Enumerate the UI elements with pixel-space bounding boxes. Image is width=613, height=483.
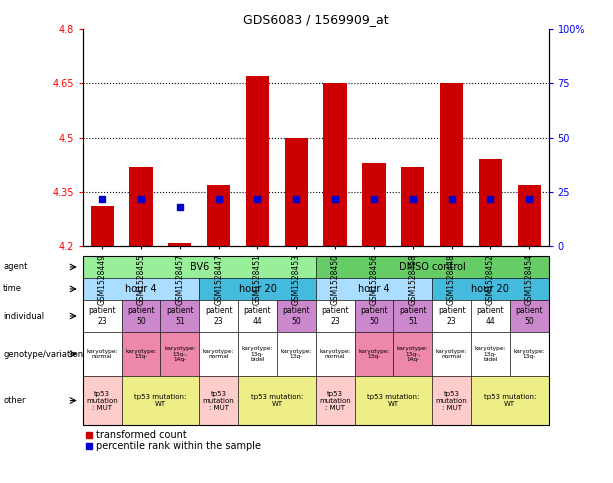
Bar	[161, 332, 199, 376]
Bar	[121, 376, 199, 425]
Text: time: time	[3, 284, 22, 294]
Bar	[207, 185, 230, 246]
Bar	[432, 332, 471, 376]
Text: tp53
mutation
: MUT: tp53 mutation : MUT	[319, 391, 351, 411]
Text: tp53 mutation:
WT: tp53 mutation: WT	[367, 394, 419, 407]
Bar	[83, 332, 121, 376]
Text: karyotype:
13q-: karyotype: 13q-	[358, 349, 390, 359]
Text: tp53
mutation
: MUT: tp53 mutation : MUT	[203, 391, 235, 411]
Text: karyotype:
13q-: karyotype: 13q-	[514, 349, 545, 359]
Bar	[316, 256, 549, 278]
Bar	[324, 83, 347, 246]
Bar	[471, 376, 549, 425]
Text: DMSO control: DMSO control	[399, 262, 465, 272]
Bar	[401, 167, 424, 246]
Text: transformed count: transformed count	[96, 430, 187, 440]
Text: patient
51: patient 51	[399, 306, 427, 326]
Text: tp53
mutation
: MUT: tp53 mutation : MUT	[86, 391, 118, 411]
Bar	[362, 163, 386, 246]
Bar	[354, 300, 394, 332]
Text: hour 20: hour 20	[238, 284, 276, 294]
Bar	[510, 332, 549, 376]
Text: karyotype:
13q-: karyotype: 13q-	[125, 349, 157, 359]
Text: patient
23: patient 23	[205, 306, 232, 326]
Text: patient
50: patient 50	[360, 306, 388, 326]
Bar	[432, 376, 471, 425]
Text: individual: individual	[3, 312, 44, 321]
Title: GDS6083 / 1569909_at: GDS6083 / 1569909_at	[243, 14, 389, 27]
Bar	[161, 300, 199, 332]
Text: tp53
mutation
: MUT: tp53 mutation : MUT	[436, 391, 468, 411]
Bar	[277, 300, 316, 332]
Text: karyotype:
normal: karyotype: normal	[86, 349, 118, 359]
Text: patient
23: patient 23	[321, 306, 349, 326]
Bar	[121, 300, 161, 332]
Bar	[316, 376, 354, 425]
Text: tp53 mutation:
WT: tp53 mutation: WT	[251, 394, 303, 407]
Text: karyotype:
normal: karyotype: normal	[319, 349, 351, 359]
Bar	[121, 332, 161, 376]
Bar	[168, 242, 191, 246]
Text: karyotype:
13q-
bidel: karyotype: 13q- bidel	[242, 346, 273, 362]
Text: patient
23: patient 23	[88, 306, 116, 326]
Bar	[277, 332, 316, 376]
Text: karyotype:
normal: karyotype: normal	[203, 349, 234, 359]
Bar	[83, 376, 121, 425]
Bar	[354, 332, 394, 376]
Bar	[246, 76, 269, 246]
Bar	[316, 300, 354, 332]
Bar	[316, 332, 354, 376]
Bar	[510, 300, 549, 332]
Text: tp53 mutation:
WT: tp53 mutation: WT	[134, 394, 186, 407]
Bar	[479, 159, 502, 246]
Bar	[91, 207, 114, 246]
Text: other: other	[3, 396, 26, 405]
Bar	[83, 300, 121, 332]
Text: patient
51: patient 51	[166, 306, 194, 326]
Bar	[199, 376, 238, 425]
Bar	[471, 332, 510, 376]
Bar	[440, 83, 463, 246]
Text: karyotype:
normal: karyotype: normal	[436, 349, 467, 359]
Bar	[238, 376, 316, 425]
Bar	[316, 278, 432, 300]
Text: patient
44: patient 44	[243, 306, 272, 326]
Text: patient
50: patient 50	[127, 306, 155, 326]
Text: patient
50: patient 50	[283, 306, 310, 326]
Bar	[199, 278, 316, 300]
Text: patient
50: patient 50	[516, 306, 543, 326]
Bar	[517, 185, 541, 246]
Text: patient
23: patient 23	[438, 306, 465, 326]
Bar	[129, 167, 153, 246]
Bar	[394, 332, 432, 376]
Text: tp53 mutation:
WT: tp53 mutation: WT	[484, 394, 536, 407]
Bar	[284, 138, 308, 246]
Bar	[238, 332, 277, 376]
Text: karyotype:
13q-: karyotype: 13q-	[281, 349, 312, 359]
Bar	[199, 332, 238, 376]
Text: karyotype:
13q-,
14q-: karyotype: 13q-, 14q-	[164, 346, 196, 362]
Bar	[238, 300, 277, 332]
Bar	[432, 278, 549, 300]
Text: hour 4: hour 4	[125, 284, 157, 294]
Bar	[394, 300, 432, 332]
Text: hour 20: hour 20	[471, 284, 509, 294]
Text: BV6: BV6	[189, 262, 209, 272]
Text: karyotype:
13q-
bidel: karyotype: 13q- bidel	[474, 346, 506, 362]
Text: genotype/variation: genotype/variation	[3, 350, 83, 358]
Bar	[354, 376, 432, 425]
Bar	[471, 300, 510, 332]
Bar	[199, 300, 238, 332]
Text: percentile rank within the sample: percentile rank within the sample	[96, 441, 261, 451]
Bar	[83, 278, 199, 300]
Bar	[83, 256, 316, 278]
Bar	[83, 256, 549, 425]
Bar	[432, 300, 471, 332]
Text: patient
44: patient 44	[476, 306, 504, 326]
Text: karyotype:
13q-,
14q-: karyotype: 13q-, 14q-	[397, 346, 428, 362]
Text: hour 4: hour 4	[358, 284, 390, 294]
Text: agent: agent	[3, 262, 28, 271]
